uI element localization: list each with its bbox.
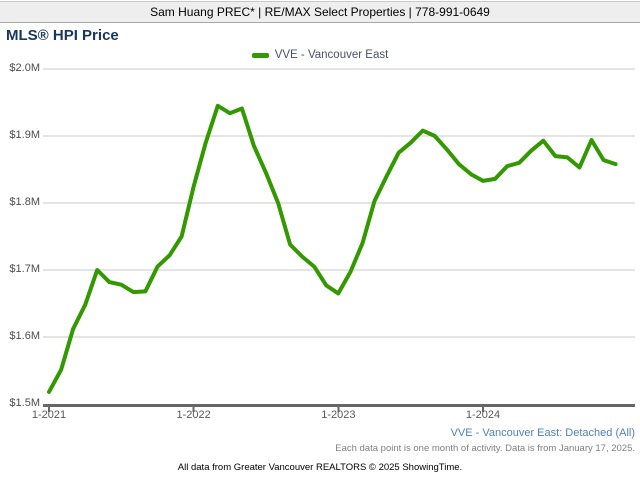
x-axis-tick-label: 1-2022 xyxy=(176,409,211,421)
legend-line-swatch xyxy=(251,52,269,58)
legend-label: VVE - Vancouver East xyxy=(274,49,389,61)
footer-data-note: Each data point is one month of activity… xyxy=(335,443,635,454)
x-axis-tick-label: 1-2021 xyxy=(31,409,67,421)
price-line-vve-vancouver-east xyxy=(47,103,618,394)
x-axis-tick-label: 1-2024 xyxy=(465,409,501,421)
y-axis-tick-label: $1.6M xyxy=(9,330,40,342)
y-axis-tick-label: $1.8M xyxy=(9,196,40,208)
footer-attribution: All data from Greater Vancouver REALTORS… xyxy=(177,462,463,473)
page-title: MLS® HPI Price xyxy=(6,27,119,44)
contact-header-bar: Sam Huang PREC* | RE/MAX Select Properti… xyxy=(0,1,640,23)
contact-header-text: Sam Huang PREC* | RE/MAX Select Properti… xyxy=(150,5,490,19)
y-axis-tick-label: $2.0M xyxy=(9,62,40,74)
chart-legend: VVE - Vancouver East xyxy=(0,48,640,62)
y-axis-tick-label: $1.5M xyxy=(9,397,40,409)
y-axis-tick-label: $1.7M xyxy=(9,263,40,275)
footer-series-note: VVE - Vancouver East: Detached (All) xyxy=(450,427,635,439)
x-axis-tick-label: 1-2023 xyxy=(321,409,356,421)
y-axis-tick-label: $1.9M xyxy=(9,129,40,141)
